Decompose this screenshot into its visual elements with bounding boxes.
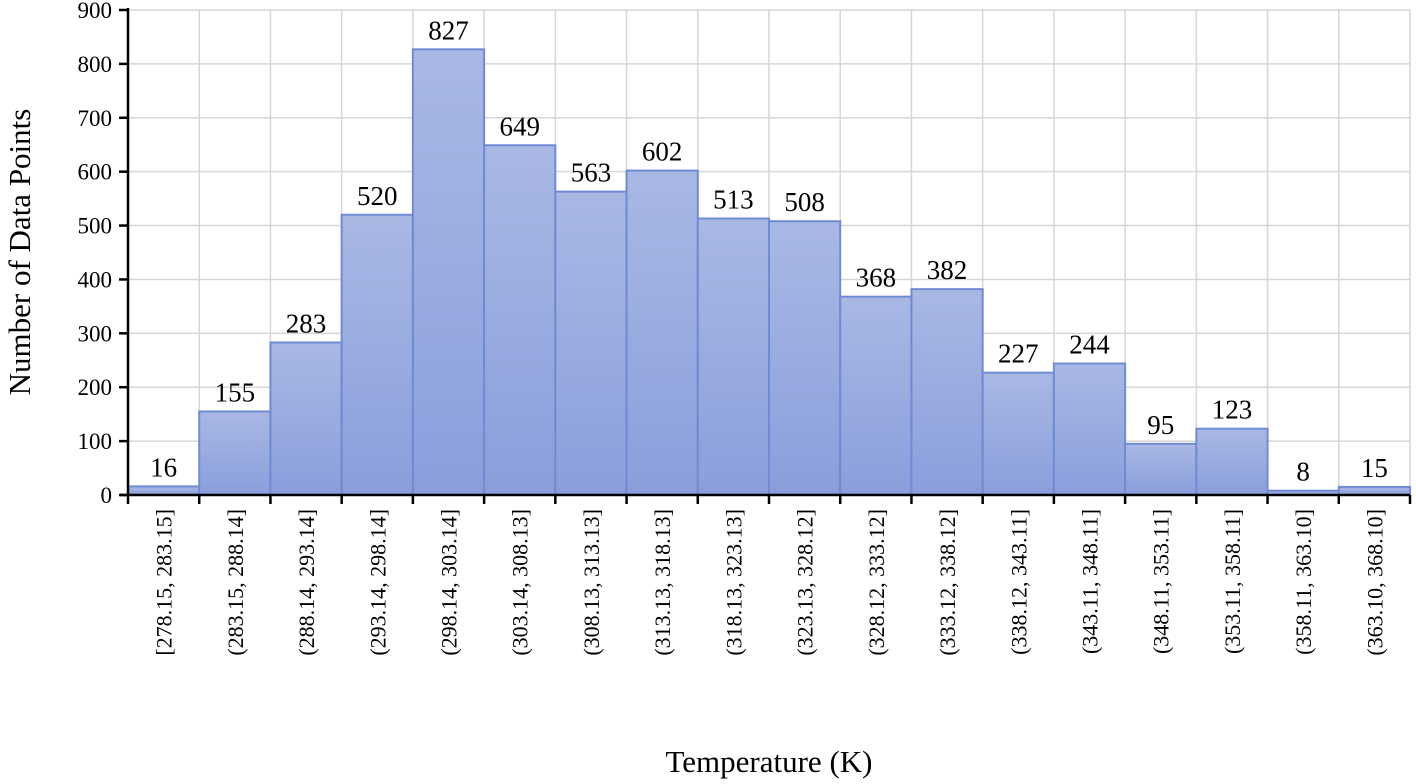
y-tick-label: 600 [78, 160, 113, 185]
data-label: 283 [286, 308, 327, 338]
x-tick-label: (333.12, 338.12] [935, 509, 960, 656]
bars [127, 48, 1412, 497]
data-label: 8 [1296, 457, 1310, 487]
y-tick-label: 900 [78, 0, 113, 23]
x-tick-label: (353.11, 358.11] [1220, 509, 1245, 654]
data-label: 155 [215, 377, 256, 407]
y-tick-label: 0 [101, 483, 113, 508]
y-tick-label: 700 [78, 106, 113, 131]
bar [910, 288, 984, 496]
data-label: 827 [428, 15, 469, 45]
x-tick-label: (303.14, 308.13] [508, 509, 533, 656]
data-label: 649 [499, 111, 540, 141]
bar [1124, 442, 1198, 496]
x-tick-labels: [278.15, 283.15] (283.15, 288.14] (288.14,… [152, 509, 1388, 656]
bar [198, 410, 272, 497]
x-tick-label: (318.13, 323.13] [721, 509, 746, 656]
bar [625, 169, 699, 496]
y-tick-labels: 0 100 200 300 400 500 600 700 800 900 [78, 0, 113, 508]
x-tick-label: (343.11, 348.11] [1078, 509, 1103, 654]
bar [554, 190, 628, 496]
y-tick-label: 400 [78, 267, 113, 292]
x-tick-label: (328.12, 333.12] [864, 509, 889, 656]
x-tick-label: (348.11, 353.11] [1149, 509, 1174, 654]
bar [127, 485, 201, 496]
data-label: 244 [1069, 330, 1110, 360]
x-tick-label: (283.15, 288.14] [223, 509, 248, 656]
bar [340, 213, 414, 496]
bar [411, 48, 486, 496]
bar [1195, 427, 1269, 497]
data-label: 508 [784, 187, 825, 217]
bar [768, 220, 842, 496]
bar [269, 341, 343, 496]
bar [981, 371, 1055, 496]
bar [1052, 362, 1127, 496]
data-label: 602 [642, 137, 683, 167]
x-tick-label: (288.14, 293.14] [294, 509, 319, 656]
x-tick-label: (298.14, 303.14] [437, 509, 462, 656]
x-tick-label: (363.10, 368.10] [1362, 509, 1387, 656]
data-label: 123 [1212, 395, 1253, 425]
x-tick-label: (293.14, 298.14] [365, 509, 390, 656]
data-label: 95 [1147, 410, 1174, 440]
x-tick-label: (323.13, 328.12] [793, 509, 818, 656]
x-tick-label: (308.13, 313.13] [579, 509, 604, 656]
data-label: 16 [150, 452, 177, 482]
x-tick-label: (313.13, 318.13] [650, 509, 675, 656]
y-tick-label: 100 [78, 429, 113, 454]
y-tick-label: 800 [78, 52, 113, 77]
data-label: 520 [357, 181, 398, 211]
y-tick-label: 300 [78, 321, 113, 346]
y-axis-title: Number of Data Points [2, 109, 37, 396]
bar [696, 217, 770, 497]
data-labels: 16 155 283 520 827 649 563 602 513 508 368 382 227 24… [150, 15, 1388, 486]
axes [119, 8, 1412, 504]
data-label: 563 [571, 158, 612, 188]
data-label: 368 [856, 263, 897, 293]
bar [839, 295, 913, 497]
data-label: 15 [1361, 453, 1388, 483]
y-tick-label: 500 [78, 214, 113, 239]
x-tick-label: (338.12, 343.11] [1006, 509, 1031, 655]
x-tick-label: [278.15, 283.15] [152, 509, 177, 656]
data-label: 513 [713, 185, 754, 215]
data-label: 382 [927, 255, 968, 285]
x-axis-title: Temperature (K) [666, 744, 873, 779]
data-label: 227 [998, 339, 1039, 369]
x-tick-label: (358.11, 363.10] [1291, 509, 1316, 655]
y-tick-label: 200 [78, 375, 113, 400]
bar [483, 144, 557, 496]
